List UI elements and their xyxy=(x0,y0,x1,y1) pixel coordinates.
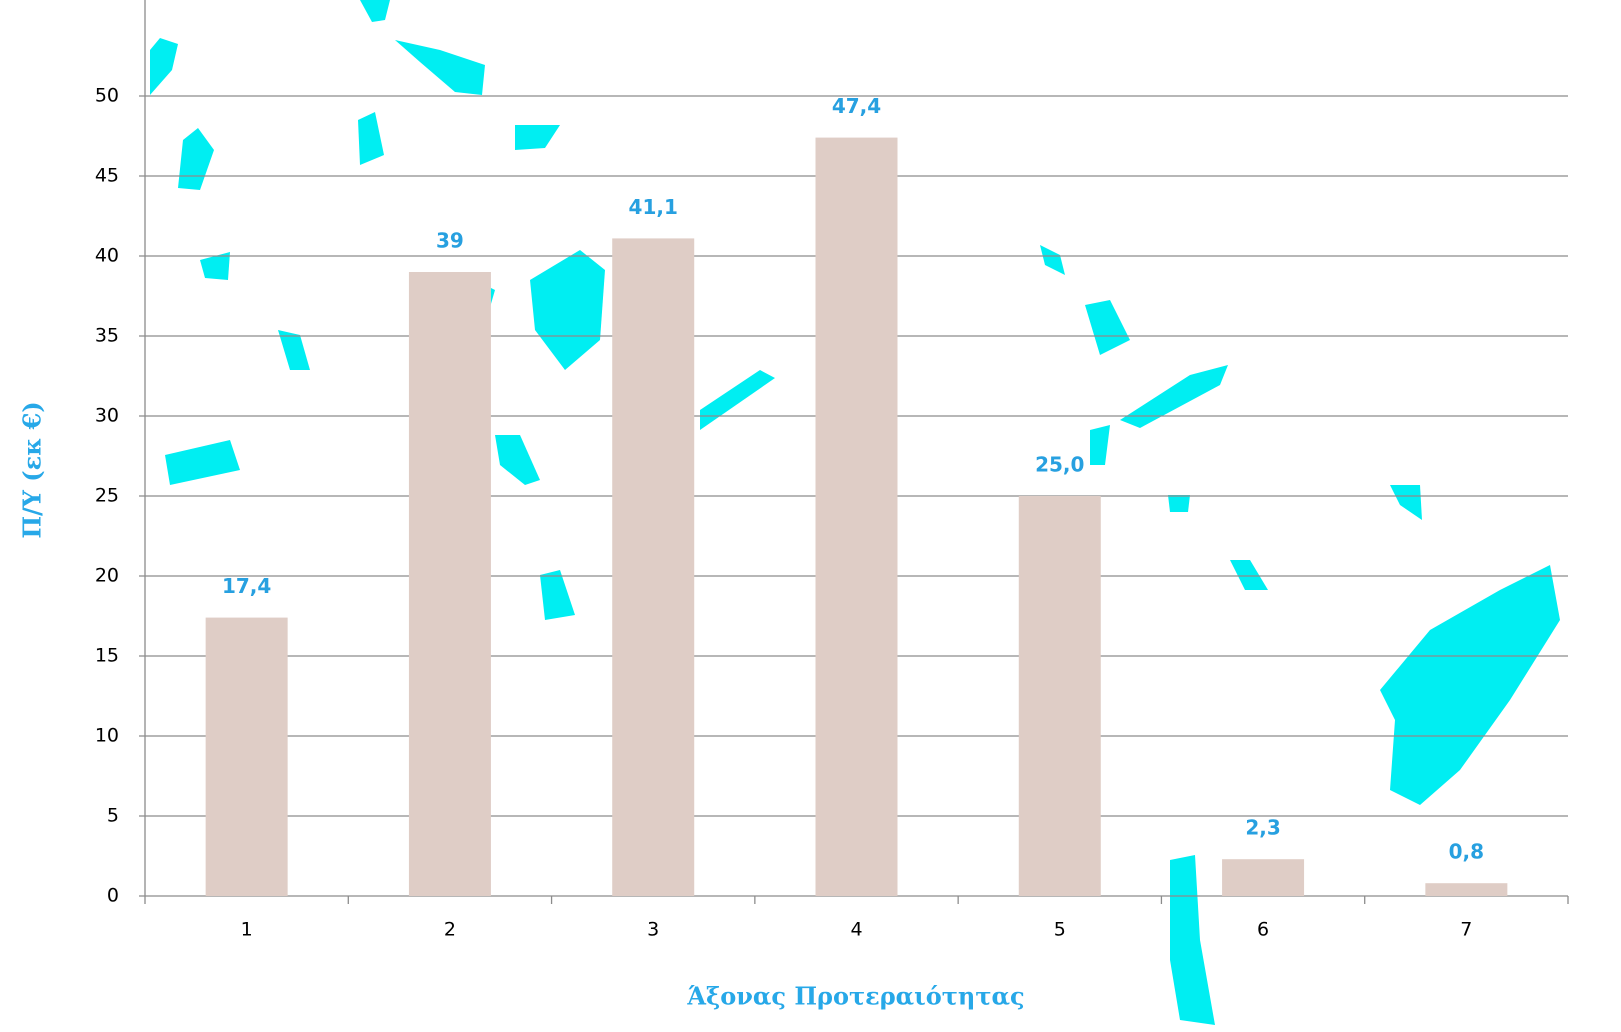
island xyxy=(700,370,775,430)
x-tick-label: 6 xyxy=(1257,919,1269,941)
bar xyxy=(1222,859,1305,896)
island xyxy=(1090,425,1110,465)
y-tick-label: 40 xyxy=(95,245,119,267)
island xyxy=(1040,245,1065,275)
bar xyxy=(612,238,695,896)
data-label: 2,3 xyxy=(1245,816,1280,840)
x-tick-label: 7 xyxy=(1460,919,1472,941)
x-tick-label: 5 xyxy=(1054,919,1066,941)
x-tick-label: 4 xyxy=(850,919,862,941)
data-label: 41,1 xyxy=(629,195,678,219)
data-label: 39 xyxy=(436,229,464,253)
island xyxy=(395,40,485,95)
y-tick-label: 30 xyxy=(95,405,119,427)
y-tick-label: 0 xyxy=(107,885,119,907)
y-tick-label: 20 xyxy=(95,565,119,587)
bar xyxy=(815,137,898,897)
island xyxy=(278,330,310,370)
y-tick-label: 45 xyxy=(95,165,119,187)
island xyxy=(530,250,605,370)
y-tick-label: 10 xyxy=(95,725,119,747)
bar xyxy=(1425,883,1508,896)
island xyxy=(1380,565,1560,805)
island xyxy=(1085,300,1130,355)
x-tick-label: 1 xyxy=(241,919,253,941)
y-axis-title: Π/Υ (εκ €) xyxy=(18,401,47,538)
bar xyxy=(408,272,491,896)
x-tick-label: 2 xyxy=(444,919,456,941)
island xyxy=(1120,365,1228,428)
y-tick-label: 35 xyxy=(95,325,119,347)
x-tick-label: 3 xyxy=(647,919,659,941)
y-tick-label: 25 xyxy=(95,485,119,507)
data-label: 25,0 xyxy=(1035,453,1084,477)
island xyxy=(200,252,230,280)
island xyxy=(1390,485,1422,520)
island xyxy=(358,112,384,165)
island xyxy=(1230,560,1268,590)
x-axis-title: Άξονας Προτεραιότητας xyxy=(686,982,1024,1011)
data-label: 17,4 xyxy=(222,574,271,598)
island xyxy=(360,0,390,22)
y-tick-label: 15 xyxy=(95,645,119,667)
y-tick-label: 50 xyxy=(95,85,119,107)
island xyxy=(515,125,560,150)
island xyxy=(495,435,540,485)
data-label: 0,8 xyxy=(1449,840,1484,864)
island xyxy=(165,440,240,485)
island xyxy=(1170,855,1215,1025)
y-tick-label: 5 xyxy=(107,805,119,827)
island xyxy=(150,38,178,95)
island xyxy=(540,570,575,620)
bar xyxy=(1018,496,1101,896)
bar xyxy=(205,617,288,896)
island xyxy=(178,128,214,190)
data-label: 47,4 xyxy=(832,94,881,118)
island xyxy=(1168,495,1190,512)
